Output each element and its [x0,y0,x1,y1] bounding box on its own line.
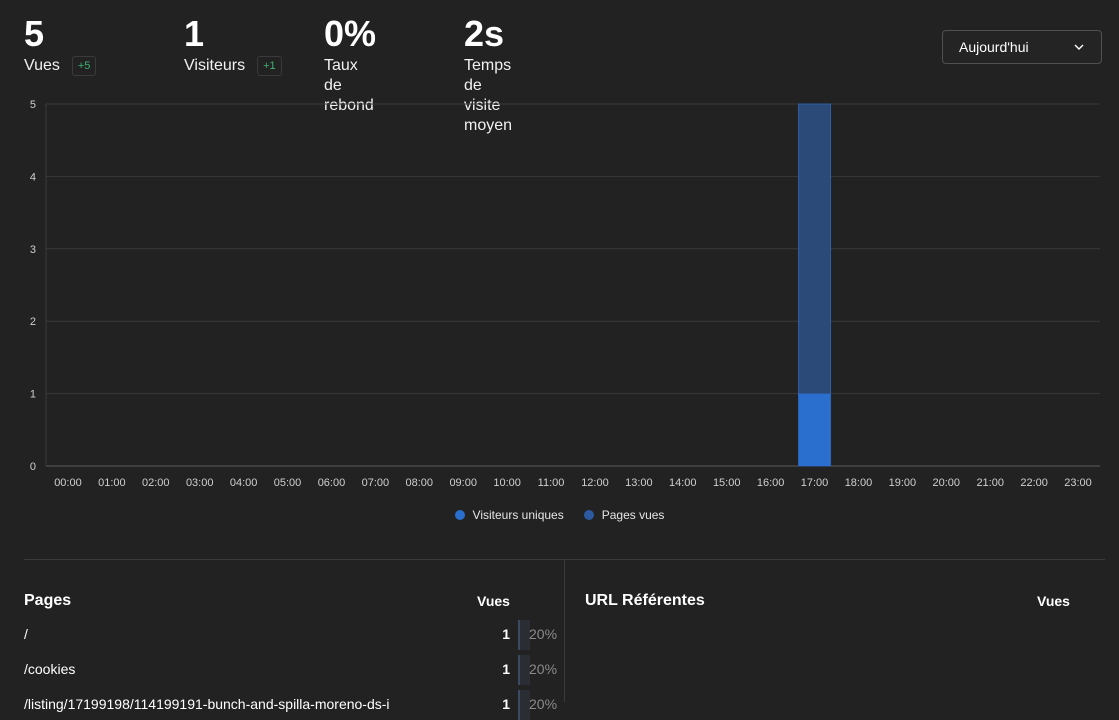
legend-dot [583,510,594,520]
stat-value: 5 [24,13,45,54]
x-tick-label: 18:00 [845,477,873,489]
page-path: /cookies [24,661,76,677]
stat-value: 0% [324,13,377,54]
delta-badge: +1 [257,56,282,76]
y-tick-label: 0 [30,461,36,473]
share-bar-track [520,655,530,685]
chart-legend: Visiteurs uniques Pages vues [0,508,1119,522]
table-row[interactable]: /cookies 1 20% [24,655,557,685]
stat-label: Visiteurs [184,57,246,74]
y-tick-label: 4 [30,171,36,183]
y-tick-label: 2 [30,316,36,328]
share-bar [518,620,520,650]
page-views-percent: 20% [529,696,558,712]
stat-value: 2s [464,13,505,54]
page-views-count: 1 [502,696,510,712]
x-tick-label: 20:00 [933,477,961,489]
x-tick-label: 19:00 [889,477,917,489]
date-range-select[interactable]: Aujourd'hui [942,30,1102,64]
x-tick-label: 22:00 [1020,477,1048,489]
x-tick-label: 14:00 [669,477,697,489]
pages-views-header: Vues [477,593,510,609]
share-bar [518,655,520,685]
x-tick-label: 00:00 [54,477,82,489]
share-bar-track [520,620,530,650]
page-views-percent: 20% [529,661,558,677]
page-path: / [24,626,28,642]
panel-divider [564,560,565,702]
y-tick-label: 5 [30,99,36,111]
x-tick-label: 07:00 [362,477,390,489]
pages-title: Pages [24,592,72,609]
x-tick-label: 21:00 [976,477,1004,489]
legend-label: Visiteurs uniques [472,508,564,522]
stat-label: Taux de rebond [324,57,374,114]
x-tick-label: 11:00 [538,477,565,489]
x-tick-label: 23:00 [1064,477,1092,489]
x-tick-label: 01:00 [98,477,126,489]
stat-label: Vues [24,57,60,74]
date-range-value: Aujourd'hui [959,39,1029,55]
x-tick-label: 04:00 [230,477,258,489]
x-tick-label: 10:00 [493,477,521,489]
legend-label: Pages vues [601,508,665,522]
referrers-title: URL Référentes [585,592,705,609]
x-tick-label: 09:00 [449,477,477,489]
share-bar [518,690,520,720]
x-tick-label: 13:00 [625,477,653,489]
y-tick-label: 3 [30,244,36,256]
stat-value: 1 [184,13,205,54]
legend-item-unique-visitors[interactable]: Visiteurs uniques [454,508,564,522]
stat-avg-visit-time: 2s Temps de visite moyen [464,12,512,136]
x-tick-label: 03:00 [186,477,214,489]
x-tick-label: 06:00 [318,477,346,489]
table-row[interactable]: /listing/17199198/114199191-bunch-and-sp… [24,690,557,720]
x-tick-label: 05:00 [274,477,302,489]
x-tick-label: 17:00 [801,477,829,489]
section-divider [24,559,1105,560]
chevron-down-icon [1073,41,1085,53]
stat-visitors: 1 Visiteurs +1 [184,12,282,76]
page-views-percent: 20% [529,626,558,642]
legend-item-page-views[interactable]: Pages vues [583,508,665,522]
stat-label: Temps de visite moyen [464,57,513,134]
page-views-count: 1 [502,626,510,642]
x-tick-label: 15:00 [713,477,741,489]
referrers-views-header: Vues [1037,593,1070,609]
table-row[interactable]: / 1 20% [24,620,557,650]
stat-views: 5 Vues +5 [24,12,97,76]
legend-dot [454,510,465,520]
page-views-count: 1 [502,661,510,677]
page-path: /listing/17199198/114199191-bunch-and-sp… [24,696,390,712]
delta-badge: +5 [71,56,97,76]
x-tick-label: 08:00 [406,477,434,489]
x-tick-label: 16:00 [757,477,785,489]
x-tick-label: 12:00 [581,477,609,489]
bar-unique-visitors [798,393,831,466]
stat-bounce-rate: 0% Taux de rebond [324,12,376,116]
hourly-chart: 0 1 2 3 4 5 00:00 01:00 02:00 03:00 04:00 05:00 06:0… [30,99,1100,489]
y-tick-label: 1 [30,389,36,401]
x-tick-label: 02:00 [142,477,170,489]
